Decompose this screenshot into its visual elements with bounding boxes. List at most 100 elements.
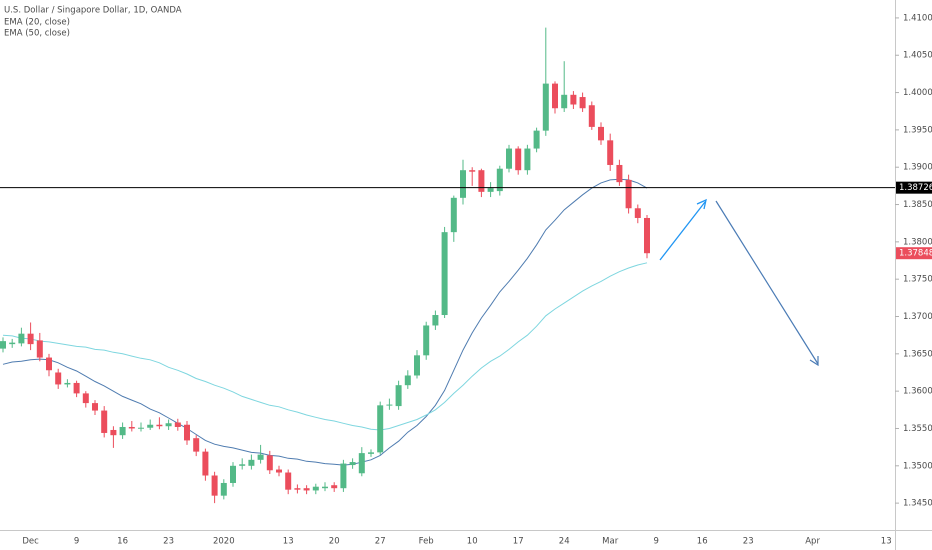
- ema-line: [2, 178, 648, 466]
- last-price-box: [896, 247, 932, 260]
- candle-body: [27, 333, 34, 345]
- candle-body: [257, 454, 264, 460]
- legend-entry: EMA (20, close): [4, 18, 70, 28]
- candle-body: [561, 94, 568, 109]
- candle-body: [138, 427, 144, 429]
- candle-body: [469, 170, 476, 172]
- candle-body: [184, 424, 190, 441]
- candle-body: [478, 170, 485, 192]
- candle-body: [368, 452, 374, 454]
- x-tick-label: 17: [513, 537, 524, 547]
- candle-body: [404, 375, 411, 386]
- y-tick-label: 1.36500: [903, 349, 932, 359]
- candle-body: [147, 424, 154, 428]
- y-tick-label: 1.34500: [903, 499, 932, 509]
- candle-body: [340, 463, 347, 489]
- candle-body: [128, 426, 135, 429]
- candle-body: [46, 357, 52, 371]
- x-tick-label: 16: [697, 537, 708, 547]
- candle-body: [487, 188, 494, 192]
- y-tick-label: 1.35000: [903, 461, 932, 471]
- candle-body: [110, 429, 117, 436]
- candle-body: [634, 208, 641, 218]
- candle-body: [607, 140, 614, 165]
- y-tick-label: 1.40500: [903, 51, 932, 61]
- candle-body: [441, 232, 448, 316]
- candle-body: [211, 475, 218, 496]
- y-tick-label: 1.40000: [903, 88, 932, 98]
- price-label: 1.38726: [899, 183, 932, 193]
- y-tick-label: 1.35500: [903, 424, 932, 434]
- candle-body: [322, 486, 328, 489]
- candle-body: [644, 217, 650, 254]
- candle-body: [119, 426, 126, 436]
- y-tick-label: 1.39500: [903, 125, 932, 135]
- candle-body: [542, 83, 549, 131]
- x-tick-label: Feb: [419, 537, 434, 547]
- candle-body: [496, 168, 503, 192]
- y-tick-label: 1.38000: [903, 237, 932, 247]
- candle-body: [331, 485, 338, 489]
- x-tick-label: Dec: [22, 537, 39, 547]
- candle-body: [0, 341, 6, 349]
- legend-entry: EMA (50, close): [4, 29, 70, 39]
- candle-body: [294, 488, 301, 490]
- x-tick-label: 13: [881, 537, 892, 547]
- x-tick-label: 23: [743, 537, 754, 547]
- x-tick-label: 20: [329, 537, 340, 547]
- y-tick-label: 1.41000: [903, 13, 932, 23]
- candle-body: [239, 464, 246, 466]
- candle-body: [55, 372, 62, 385]
- candle-body: [156, 424, 163, 427]
- x-tick-label: Mar: [602, 537, 619, 547]
- x-tick-label: 24: [559, 537, 570, 547]
- candle-body: [386, 404, 393, 406]
- x-tick-label: 10: [467, 537, 478, 547]
- candle-body: [395, 385, 402, 407]
- y-tick-label: 1.39000: [903, 163, 932, 173]
- price-label-box: [896, 181, 932, 194]
- candle-body: [266, 455, 273, 471]
- x-tick-label: 2020: [213, 537, 235, 547]
- candle-body: [414, 355, 420, 376]
- candle-body: [377, 405, 384, 453]
- candle-body: [202, 451, 209, 476]
- x-tick-label: 27: [375, 537, 386, 547]
- chart-title: U.S. Dollar / Singapore Dollar, 1D, OAND…: [4, 6, 182, 16]
- x-tick-label: 16: [117, 537, 128, 547]
- candle-body: [82, 393, 89, 404]
- x-tick-label: 9: [653, 537, 658, 547]
- candle-body: [358, 453, 365, 474]
- candle-body: [524, 148, 531, 171]
- y-tick-label: 1.37500: [903, 275, 932, 285]
- candle-body: [220, 482, 227, 496]
- candle-body: [36, 340, 43, 358]
- x-tick-label: Apr: [805, 537, 820, 547]
- candle-body: [193, 438, 200, 452]
- candle-body: [73, 382, 80, 394]
- candle-body: [515, 148, 522, 171]
- y-tick-label: 1.36000: [903, 387, 932, 397]
- candle-body: [312, 486, 319, 491]
- candle-body: [450, 197, 457, 233]
- drawing-arrowhead: [809, 356, 819, 367]
- x-tick-label: 9: [74, 537, 79, 547]
- x-tick-label: 23: [163, 537, 174, 547]
- candle-body: [276, 469, 282, 473]
- candle-body: [101, 410, 108, 433]
- candle-body: [616, 164, 623, 183]
- candle-body: [230, 465, 236, 483]
- candle-body: [9, 342, 16, 345]
- candle-body: [248, 459, 255, 466]
- candle-body: [92, 403, 98, 411]
- candle-body: [174, 422, 181, 427]
- y-tick-label: 1.37000: [903, 312, 932, 322]
- candle-body: [570, 94, 577, 105]
- plot: 1.34500 1.35000 1.35500 1.36000 1.36500 1.370…: [0, 13, 932, 547]
- ema-line: [2, 262, 648, 431]
- candle-body: [165, 423, 172, 427]
- candle-body: [552, 83, 558, 109]
- candle-body: [506, 148, 512, 169]
- candle-body: [533, 130, 540, 149]
- candle-body: [579, 97, 586, 109]
